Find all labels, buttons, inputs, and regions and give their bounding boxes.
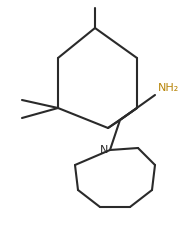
Text: NH₂: NH₂ <box>158 83 179 93</box>
Text: N: N <box>100 145 108 155</box>
